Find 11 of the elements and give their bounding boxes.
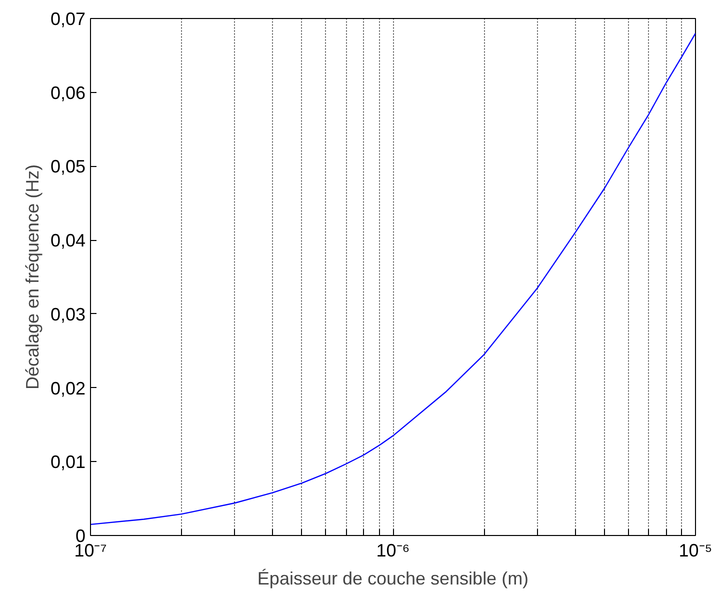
y-tick-label: 0,02: [50, 378, 86, 398]
y-tick-label: 0,06: [50, 82, 86, 103]
y-axis-title: Décalage en fréquence (Hz): [22, 164, 42, 390]
y-tick-label: 0,03: [50, 304, 86, 324]
y-tick-label: 0,07: [50, 9, 86, 29]
x-axis-title: Épaisseur de couche sensible (m): [257, 568, 529, 588]
y-tick-label: 0,01: [50, 452, 86, 472]
y-tick-label: 0,05: [50, 156, 86, 177]
x-tick-label: 10⁻⁶: [376, 540, 410, 560]
x-tick-label: 10⁻⁵: [678, 540, 712, 560]
y-tick-label: 0,04: [50, 230, 86, 251]
